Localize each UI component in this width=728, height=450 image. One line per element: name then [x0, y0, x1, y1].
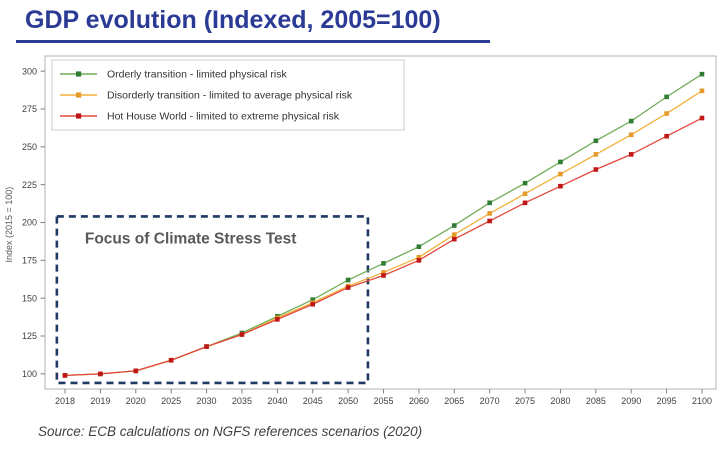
x-tick-label: 2085: [586, 396, 606, 406]
x-tick-label: 2055: [373, 396, 393, 406]
series-marker-hot-house: [98, 371, 103, 377]
legend-swatch-marker-disorderly: [76, 92, 82, 98]
series-marker-hot-house: [62, 373, 68, 378]
series-marker-orderly: [487, 200, 492, 206]
series-marker-disorderly: [628, 132, 634, 138]
series-marker-hot-house: [345, 285, 351, 290]
source-note: Source: ECB calculations on NGFS referen…: [38, 424, 423, 439]
series-marker-disorderly: [593, 152, 599, 157]
x-tick-label: 2025: [161, 396, 181, 406]
series-marker-orderly: [345, 277, 351, 283]
series-marker-hot-house: [310, 301, 316, 307]
y-tick-label: 175: [22, 256, 37, 266]
series-marker-hot-house: [168, 357, 174, 363]
series-marker-hot-house: [451, 236, 457, 242]
series-marker-orderly: [381, 261, 386, 266]
x-tick-label: 2020: [126, 396, 146, 406]
series-marker-hot-house: [699, 115, 705, 121]
x-tick-label: 2080: [550, 396, 570, 406]
series-marker-hot-house: [593, 167, 599, 172]
series-marker-orderly: [699, 71, 705, 77]
y-tick-label: 125: [22, 331, 37, 341]
series-marker-orderly: [628, 118, 634, 124]
y-tick-label: 250: [22, 142, 37, 152]
series-marker-hot-house: [133, 368, 139, 374]
y-tick-label: 100: [22, 369, 37, 379]
series-marker-orderly: [522, 180, 528, 186]
series-marker-disorderly: [699, 88, 705, 94]
series-marker-hot-house: [416, 258, 422, 263]
series-marker-orderly: [593, 138, 599, 144]
series-marker-hot-house: [664, 133, 669, 139]
x-tick-label: 2018: [55, 396, 75, 406]
legend-label-orderly: Orderly transition - limited physical ri…: [107, 69, 287, 81]
y-tick-label: 300: [22, 66, 37, 76]
x-tick-label: 2050: [338, 396, 358, 406]
x-tick-label: 2100: [692, 396, 712, 406]
x-tick-label: 2065: [444, 396, 464, 406]
series-marker-orderly: [310, 297, 316, 302]
series-marker-orderly: [416, 244, 422, 250]
series-marker-disorderly: [558, 171, 563, 177]
x-tick-label: 2095: [657, 396, 677, 406]
y-tick-label: 275: [22, 104, 37, 114]
page-title: GDP evolution (Indexed, 2005=100): [25, 6, 441, 34]
series-marker-orderly: [664, 94, 669, 100]
legend-label-hot-house: Hot House World - limited to extreme phy…: [107, 111, 340, 123]
series-marker-disorderly: [381, 270, 386, 275]
x-tick-label: 2035: [232, 396, 252, 406]
series-marker-disorderly: [416, 255, 422, 260]
x-tick-label: 2030: [197, 396, 217, 406]
series-marker-disorderly: [664, 111, 669, 116]
y-tick-label: 150: [22, 293, 37, 303]
legend-swatch-marker-hot-house: [76, 113, 82, 119]
focus-box-label: Focus of Climate Stress Test: [85, 230, 297, 247]
x-tick-label: 2090: [621, 396, 641, 406]
x-tick-label: 2045: [303, 396, 323, 406]
x-tick-label: 2075: [515, 396, 535, 406]
legend-label-disorderly: Disorderly transition - limited to avera…: [107, 90, 353, 102]
x-tick-label: 2019: [90, 396, 110, 406]
y-tick-label: 200: [22, 218, 37, 228]
legend-box: [51, 59, 405, 131]
series-marker-disorderly: [522, 191, 528, 197]
series-marker-orderly: [451, 223, 457, 228]
series-marker-hot-house: [558, 183, 563, 189]
legend-swatch-marker-orderly: [76, 71, 82, 77]
series-marker-hot-house: [275, 317, 280, 322]
series-marker-hot-house: [522, 200, 528, 206]
y-axis-label: Index (2015 = 100): [4, 187, 14, 263]
series-marker-hot-house: [381, 273, 386, 278]
series-marker-hot-house: [204, 344, 209, 349]
chart-canvas: 100 125 150 175 200 225 250 275 300 2018 2019 2020 2…: [4, 55, 717, 406]
series-marker-hot-house: [487, 218, 492, 224]
x-tick-label: 2070: [480, 396, 500, 406]
series-marker-hot-house: [239, 332, 245, 337]
series-marker-disorderly: [451, 232, 457, 237]
series-marker-orderly: [558, 159, 563, 165]
series-marker-hot-house: [628, 152, 634, 157]
series-marker-disorderly: [487, 211, 492, 216]
y-tick-label: 225: [22, 180, 37, 190]
title-underline: [16, 40, 490, 43]
x-tick-label: 2040: [267, 396, 287, 406]
x-tick-label: 2060: [409, 396, 429, 406]
